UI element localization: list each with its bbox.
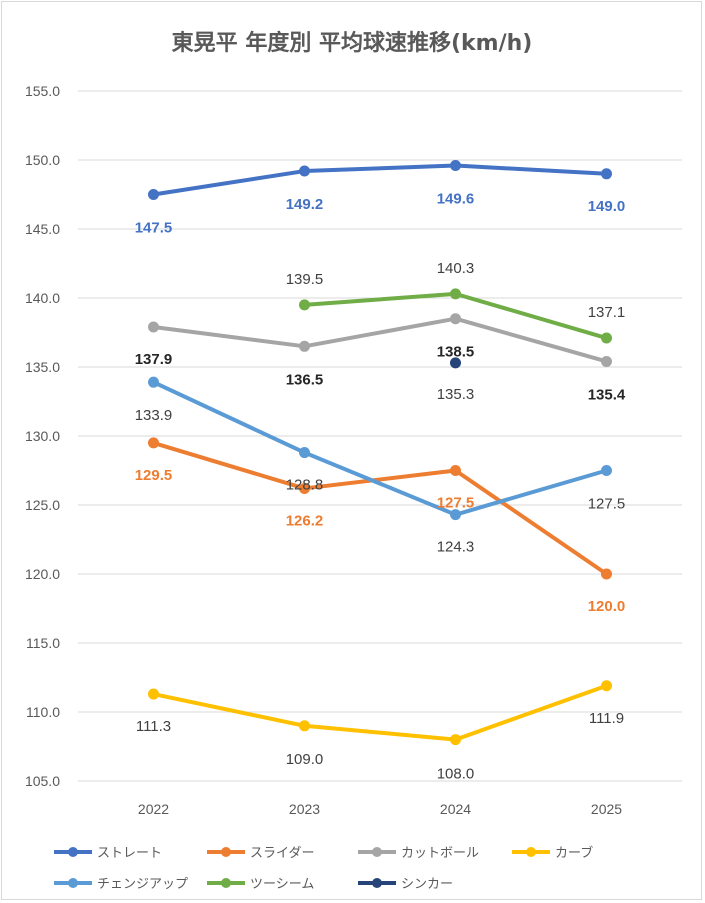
- data-label: 111.9: [589, 710, 624, 727]
- x-tick-label: 2024: [440, 801, 471, 817]
- data-point: [450, 734, 461, 746]
- legend-label: チェンジアップ: [97, 877, 188, 892]
- y-tick-label: 110.0: [26, 704, 60, 720]
- y-tick-label: 155.0: [25, 83, 60, 99]
- data-point: [299, 720, 310, 732]
- series-line: [151, 440, 609, 576]
- x-tick-label: 2022: [138, 801, 169, 817]
- data-label: 138.5: [437, 344, 475, 361]
- x-tick-label: 2025: [591, 801, 622, 817]
- data-label: 149.6: [437, 191, 475, 208]
- data-label: 135.3: [437, 386, 475, 403]
- data-point: [148, 437, 159, 449]
- data-label: 126.2: [286, 512, 324, 529]
- data-label: 137.1: [588, 304, 626, 321]
- legend-label: カットボール: [401, 846, 479, 861]
- series-line: [151, 163, 609, 197]
- data-label: 147.5: [135, 220, 173, 237]
- y-tick-label: 140.0: [25, 290, 60, 306]
- data-point: [148, 321, 159, 333]
- y-tick-label: 130.0: [25, 428, 60, 444]
- data-point: [450, 509, 461, 521]
- legend-label: ストレート: [97, 846, 162, 861]
- y-tick-label: 115.0: [26, 635, 60, 651]
- legend-label: ツーシーム: [250, 877, 314, 892]
- data-point: [450, 160, 461, 172]
- data-label: 149.2: [286, 196, 324, 213]
- data-point: [450, 465, 461, 476]
- gridlines: [78, 90, 682, 782]
- data-point: [148, 688, 159, 700]
- data-label: 111.3: [136, 718, 171, 735]
- y-tick-label: 150.0: [25, 152, 60, 168]
- data-label: 127.5: [437, 495, 475, 512]
- series-line: [151, 683, 609, 742]
- data-point: [299, 165, 310, 177]
- y-axis-ticks: 105.0 110.0 115.0 120.0 125.0 130.0 135.0 140.0…: [25, 83, 60, 789]
- y-tick-label: 135.0: [25, 359, 60, 375]
- data-labels: 147.5 149.2 149.6 149.0 129.5 126.2 127.5 120.0…: [135, 191, 626, 783]
- data-point: [601, 332, 612, 344]
- data-point: [299, 340, 310, 352]
- data-label: 149.0: [588, 198, 626, 215]
- data-label: 108.0: [437, 766, 475, 783]
- data-label: 129.5: [135, 467, 173, 484]
- data-point: [601, 355, 612, 367]
- legend-marker: [221, 878, 231, 888]
- data-label: 139.5: [286, 271, 324, 288]
- x-axis-ticks: 2022 2023 2024 2025: [138, 801, 622, 817]
- y-tick-label: 145.0: [25, 221, 60, 237]
- x-tick-label: 2023: [289, 801, 320, 817]
- legend-label: シンカー: [401, 877, 453, 892]
- data-label: 133.9: [135, 407, 173, 424]
- series-points: [148, 160, 612, 746]
- data-point: [450, 313, 461, 325]
- data-point: [601, 568, 612, 580]
- data-label: 136.5: [286, 371, 324, 388]
- data-point: [601, 168, 612, 180]
- data-point: [299, 299, 310, 311]
- legend-marker: [68, 847, 78, 857]
- data-label: 120.0: [588, 598, 626, 615]
- data-point: [601, 465, 612, 476]
- series-line: [151, 316, 609, 364]
- data-label: 109.0: [286, 751, 324, 768]
- data-label: 137.9: [135, 351, 173, 368]
- legend-label: カーブ: [555, 845, 593, 861]
- data-label: 128.8: [286, 477, 324, 494]
- legend-label: スライダー: [250, 846, 314, 861]
- data-label: 127.5: [588, 496, 626, 513]
- y-tick-label: 120.0: [25, 566, 60, 582]
- y-tick-label: 125.0: [25, 497, 60, 513]
- y-tick-label: 105.0: [25, 773, 60, 789]
- data-point: [601, 680, 612, 692]
- series-lines: [151, 163, 609, 742]
- legend-marker: [372, 847, 382, 857]
- data-point: [450, 357, 461, 369]
- data-point: [450, 288, 461, 300]
- data-point: [148, 376, 159, 388]
- data-point: [299, 447, 310, 459]
- data-label: 135.4: [588, 386, 626, 403]
- legend-marker: [221, 847, 231, 857]
- data-point: [148, 189, 159, 200]
- legend-marker: [526, 847, 536, 857]
- data-label: 124.3: [437, 539, 475, 556]
- legend-marker: [372, 878, 382, 888]
- chart-title: 東晃平 年度別 平均球速推移(km/h): [172, 30, 533, 56]
- legend-marker: [68, 878, 78, 888]
- data-label: 140.3: [437, 260, 475, 277]
- data-point: [299, 482, 310, 494]
- series-line: [151, 380, 609, 517]
